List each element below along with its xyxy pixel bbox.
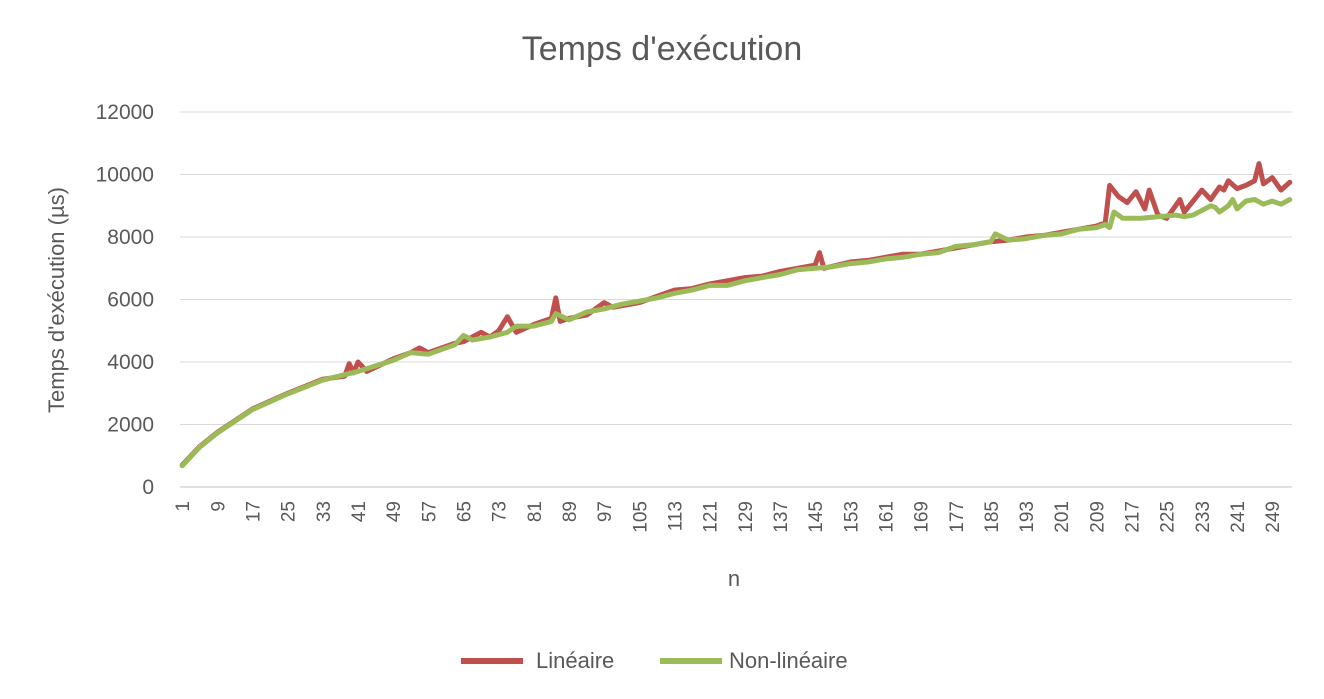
x-tick-label: 9 <box>208 501 229 512</box>
x-tick-label: 97 <box>595 501 616 522</box>
legend-label-non-lineaire: Non-linéaire <box>729 648 848 673</box>
x-tick-label: 1 <box>173 501 194 512</box>
chart-title: Temps d'exécution <box>522 30 803 68</box>
x-tick-label: 33 <box>314 501 335 522</box>
series-line-lineaire <box>179 161 1293 468</box>
y-tick-label: 6000 <box>107 289 154 312</box>
x-tick-label: 105 <box>630 501 651 533</box>
y-tick-label: 2000 <box>107 414 154 437</box>
x-axis-ticks: 1 9 17 25 33 41 49 57 65 73 81 89 97 105 113 121 129 137 1… <box>173 501 1284 533</box>
x-tick-label: 17 <box>244 501 265 522</box>
x-tick-label: 89 <box>560 501 581 522</box>
y-tick-label: 8000 <box>107 226 154 249</box>
x-tick-label: 113 <box>665 501 686 531</box>
y-axis-title: Temps d'exécution (µs) <box>44 187 69 413</box>
y-axis-ticks: 0 2000 4000 6000 8000 10000 12000 <box>96 101 154 499</box>
x-tick-label: 129 <box>736 501 757 533</box>
series-line-non-lineaire <box>179 197 1293 469</box>
y-tick-label: 4000 <box>107 351 154 374</box>
x-tick-label: 209 <box>1087 501 1108 533</box>
x-axis-title: n <box>728 566 740 591</box>
x-tick-label: 41 <box>349 501 370 522</box>
x-tick-label: 81 <box>525 501 546 522</box>
x-tick-label: 25 <box>279 501 300 522</box>
x-tick-label: 73 <box>490 501 511 522</box>
x-tick-label: 121 <box>701 501 722 533</box>
x-tick-label: 153 <box>841 501 862 533</box>
x-tick-label: 225 <box>1158 501 1179 533</box>
y-tick-label: 10000 <box>96 164 154 187</box>
x-tick-label: 217 <box>1123 501 1144 533</box>
x-tick-label: 233 <box>1193 501 1214 533</box>
legend: Linéaire Non-linéaire <box>461 648 848 673</box>
x-tick-label: 185 <box>982 501 1003 533</box>
y-tick-label: 0 <box>142 476 154 499</box>
x-tick-label: 241 <box>1228 501 1249 533</box>
x-tick-label: 193 <box>1017 501 1038 533</box>
x-tick-label: 137 <box>771 501 792 533</box>
series-lines <box>179 161 1293 469</box>
legend-label-lineaire: Linéaire <box>536 648 614 673</box>
x-tick-label: 49 <box>384 501 405 522</box>
x-tick-label: 161 <box>876 501 897 533</box>
y-tick-label: 12000 <box>96 101 154 124</box>
x-tick-label: 201 <box>1052 501 1073 533</box>
x-tick-label: 65 <box>454 501 475 522</box>
x-tick-label: 249 <box>1263 501 1284 533</box>
gridlines <box>180 111 1292 488</box>
x-tick-label: 57 <box>419 501 440 522</box>
x-tick-label: 169 <box>912 501 933 533</box>
x-tick-label: 177 <box>947 501 968 533</box>
x-tick-label: 145 <box>806 501 827 533</box>
